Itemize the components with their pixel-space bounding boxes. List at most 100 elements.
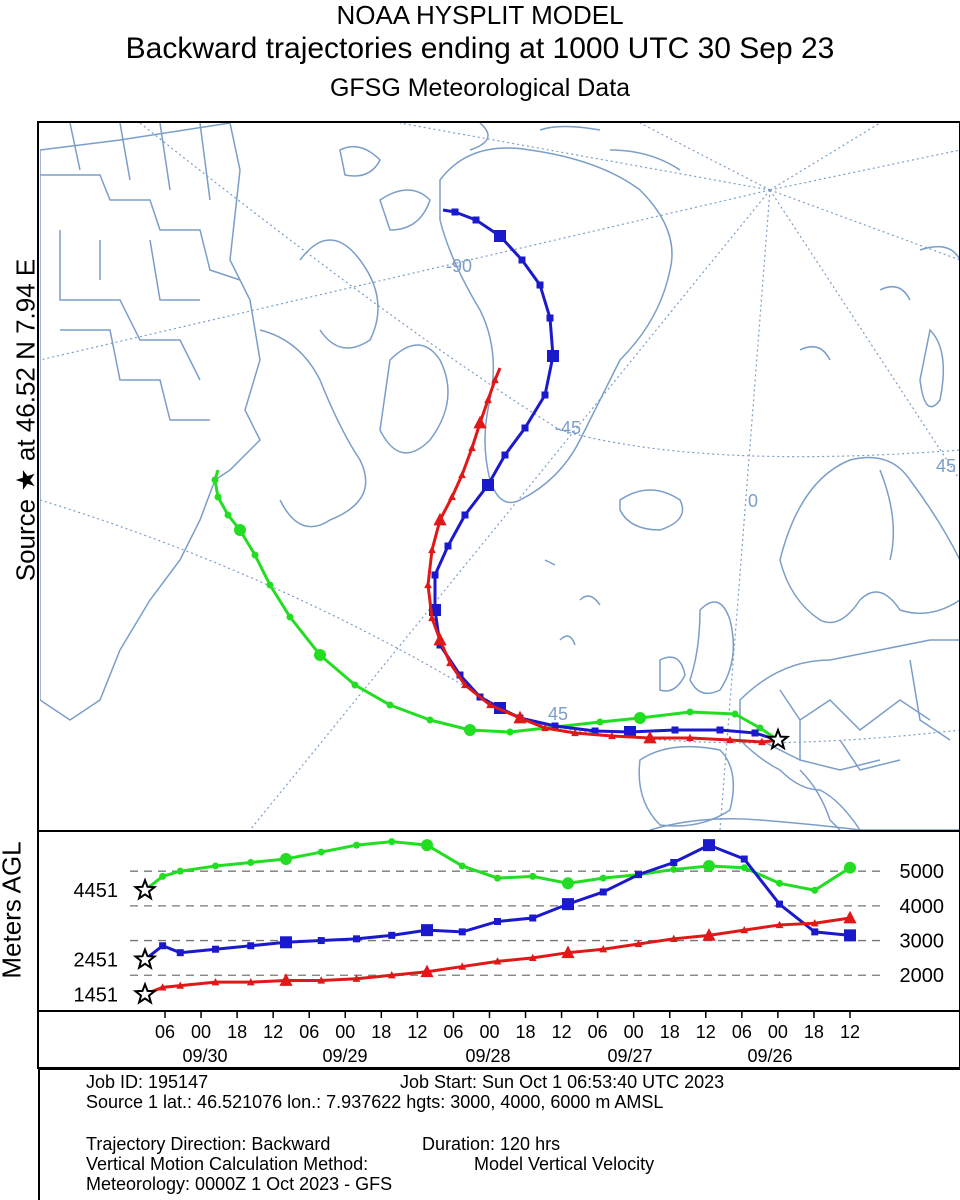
height-point-series-1 <box>599 888 607 896</box>
map-point-series-1 <box>624 726 636 738</box>
map-point-series-0 <box>386 701 394 709</box>
map-point-series-0 <box>251 551 259 559</box>
height-point-series-0 <box>421 839 433 852</box>
map-point-series-2 <box>513 710 527 724</box>
x-tick-label: 06 <box>732 1022 752 1042</box>
map-point-series-0 <box>211 476 219 484</box>
height-point-series-0 <box>740 864 748 872</box>
meteorology-info: Meteorology: 0000Z 1 Oct 2023 - GFS <box>86 1174 393 1194</box>
height-point-series-1 <box>212 945 219 953</box>
height-point-series-1 <box>670 858 678 866</box>
height-point-series-1 <box>529 914 537 922</box>
height-point-series-2 <box>317 976 326 984</box>
height-point-series-1 <box>280 936 292 949</box>
basemap-coastlines <box>40 123 960 830</box>
x-tick-label: 18 <box>804 1022 824 1042</box>
graticule <box>40 123 960 830</box>
map-point-series-1 <box>716 726 724 734</box>
height-point-series-2 <box>493 957 502 965</box>
date-label: 09/28 <box>465 1046 510 1066</box>
date-label: 09/29 <box>322 1046 367 1066</box>
height-line-series-2 <box>144 916 851 996</box>
chart-subtitle: Backward trajectories ending at 1000 UTC… <box>125 32 835 65</box>
height-point-series-2 <box>561 945 575 959</box>
map-point-series-1 <box>591 727 599 735</box>
height-start-star-icon <box>132 877 158 901</box>
height-point-series-1 <box>159 942 167 950</box>
height-point-series-2 <box>669 934 678 942</box>
map-point-series-1 <box>547 350 559 362</box>
x-tick-label: 06 <box>588 1022 608 1042</box>
map-point-series-0 <box>351 681 359 689</box>
height-point-series-2 <box>843 910 857 924</box>
height-point-series-0 <box>844 861 856 874</box>
trajectory-direction: Trajectory Direction: Backward <box>86 1134 331 1154</box>
height-point-series-1 <box>740 855 748 863</box>
height-point-series-0 <box>562 877 574 890</box>
map-point-series-1 <box>671 726 679 734</box>
map-point-series-2 <box>571 728 579 737</box>
map-point-series-2 <box>448 492 456 501</box>
height-line-series-1 <box>144 843 851 961</box>
map-point-series-2 <box>458 470 466 479</box>
height-point-series-2 <box>810 919 819 927</box>
height-point-series-1 <box>811 928 819 936</box>
date-label: 09/27 <box>607 1046 652 1066</box>
height-point-series-2 <box>352 974 361 982</box>
map-point-series-2 <box>428 613 436 622</box>
map-label-lon-90: -90 <box>446 256 472 276</box>
height-point-series-1 <box>494 917 501 925</box>
vertical-motion-value: Model Vertical Velocity <box>474 1154 655 1174</box>
height-point-series-2 <box>528 953 537 962</box>
map-point-series-2 <box>491 375 499 384</box>
map-point-series-1 <box>536 281 544 289</box>
x-tick-label: 00 <box>191 1022 211 1042</box>
map-point-series-1 <box>444 542 452 550</box>
x-tick-label: 12 <box>696 1022 716 1042</box>
height-point-series-0 <box>280 853 292 866</box>
x-tick-label: 12 <box>263 1022 283 1042</box>
map-point-series-0 <box>596 718 604 726</box>
map-trajectories <box>211 208 791 751</box>
y-tick-right-5000: 5000 <box>900 861 945 883</box>
height-point-series-0 <box>388 838 396 846</box>
panel-frames <box>37 121 960 1069</box>
height-point-series-2 <box>176 981 185 989</box>
height-start-star-icon <box>132 946 158 971</box>
map-point-series-0 <box>314 649 326 661</box>
map-point-series-1 <box>494 230 506 242</box>
y-tick-right-4000: 4000 <box>900 896 945 918</box>
map-point-series-2 <box>433 512 447 526</box>
height-point-series-0 <box>458 862 466 870</box>
height-point-series-0 <box>599 874 607 882</box>
height-point-series-0 <box>670 865 678 873</box>
x-tick-label: 12 <box>840 1022 860 1042</box>
map-point-series-2 <box>446 658 454 667</box>
height-point-series-2 <box>211 977 220 986</box>
map-label-lon-45: -45 <box>555 418 581 438</box>
map-source-star-icon <box>765 727 791 751</box>
height-point-series-2 <box>775 920 784 929</box>
map-point-series-2 <box>433 632 447 646</box>
height-point-series-1 <box>458 928 466 936</box>
height-point-series-2 <box>246 977 255 986</box>
height-point-series-1 <box>562 898 574 911</box>
map-point-series-0 <box>266 581 274 589</box>
x-tick-label: 18 <box>371 1022 391 1042</box>
time-axis: 06 00 18 12 06 00 18 12 06 00 18 12 06 00 18 12 06 00 18 12… <box>155 1011 860 1066</box>
height-point-series-1 <box>247 942 255 950</box>
map-point-series-1 <box>546 314 554 322</box>
date-label: 09/26 <box>747 1046 792 1066</box>
map-point-series-1 <box>551 722 559 730</box>
map-point-series-0 <box>214 493 222 501</box>
x-tick-label: 06 <box>299 1022 319 1042</box>
height-point-series-0 <box>247 858 255 866</box>
x-tick-label: 06 <box>155 1022 175 1042</box>
height-point-series-2 <box>420 964 434 978</box>
map-point-series-2 <box>686 733 694 742</box>
map-panel: -90 -45 0 45 45 <box>40 123 960 830</box>
map-point-series-0 <box>686 708 694 716</box>
date-label: 09/30 <box>182 1046 227 1066</box>
map-point-series-0 <box>234 524 246 536</box>
